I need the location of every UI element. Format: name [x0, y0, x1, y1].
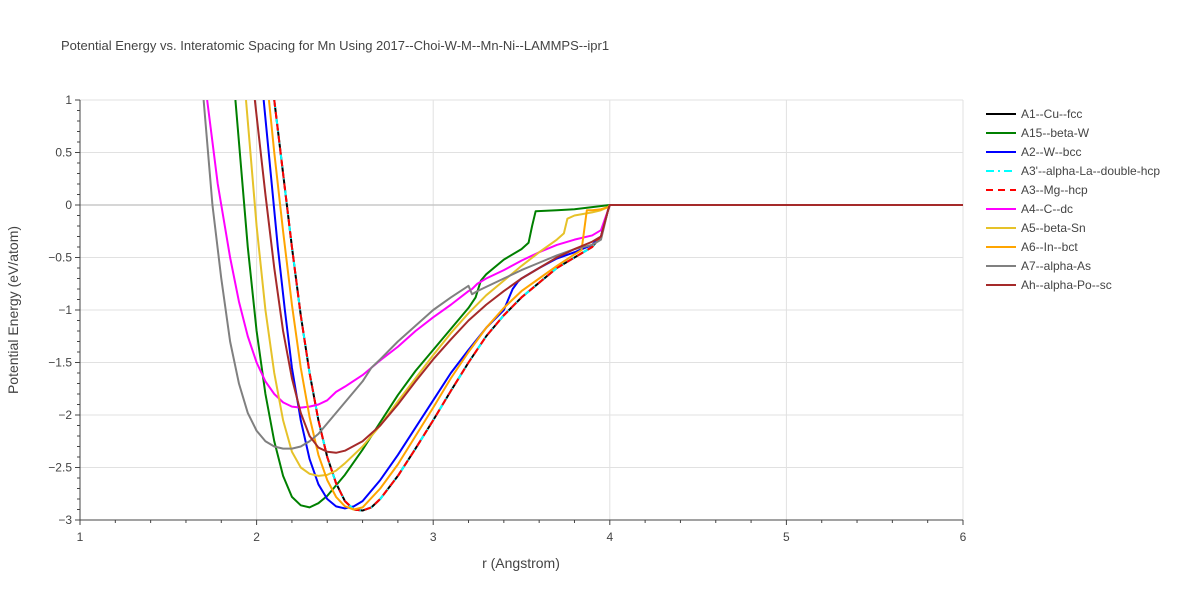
legend-item[interactable]: A5--beta-Sn [986, 221, 1086, 235]
series-line-7 [245, 100, 963, 477]
legend-item[interactable]: A3'--alpha-La--double-hcp [986, 164, 1160, 178]
legend-label: Ah--alpha-Po--sc [1021, 278, 1112, 292]
legend-item[interactable]: A3--Mg--hcp [986, 183, 1088, 197]
x-tick-label: 3 [430, 530, 437, 544]
legend-label: A7--alpha-As [1021, 259, 1091, 273]
y-tick-label: 1 [65, 93, 72, 107]
x-tick-label: 1 [77, 530, 84, 544]
series-line-2 [234, 100, 963, 509]
series-line-6 [206, 100, 963, 409]
y-tick-label: −2 [58, 408, 72, 422]
x-tick-label: 2 [253, 530, 260, 544]
y-tick-label: −2.5 [48, 461, 72, 475]
y-axis-title: Potential Energy (eV/atom) [5, 226, 21, 394]
legend-item[interactable]: A4--C--dc [986, 202, 1073, 216]
y-tick-label: −1 [58, 303, 72, 317]
legend-item[interactable]: A15--beta-W [986, 126, 1090, 140]
legend-label: A6--In--bct [1021, 240, 1078, 254]
legend-label: A15--beta-W [1021, 126, 1090, 140]
legend[interactable]: A1--Cu--fcc A15--beta-W A2--W--bcc A3'--alp… [986, 107, 1160, 292]
legend-item[interactable]: A1--Cu--fcc [986, 107, 1082, 121]
series-lines [202, 100, 963, 512]
x-axis-title: r (Angstrom) [482, 555, 560, 571]
y-tick-label: 0 [65, 198, 72, 212]
legend-label: A3'--alpha-La--double-hcp [1021, 164, 1160, 178]
series-line-10 [253, 100, 963, 454]
x-tick-label: 4 [606, 530, 613, 544]
y-tick-label: −0.5 [48, 251, 72, 265]
series-line-8 [267, 100, 963, 511]
y-tick-label: −3 [58, 513, 72, 527]
legend-label: A5--beta-Sn [1021, 221, 1086, 235]
x-tick-label: 6 [960, 530, 967, 544]
y-tick-label: −1.5 [48, 356, 72, 370]
legend-item[interactable]: A7--alpha-As [986, 259, 1091, 273]
series-line-3 [262, 100, 963, 510]
series-line-5 [273, 100, 963, 512]
series-line-9 [202, 100, 963, 450]
x-tick-label: 5 [783, 530, 790, 544]
chart-title: Potential Energy vs. Interatomic Spacing… [61, 38, 609, 53]
legend-label: A2--W--bcc [1021, 145, 1081, 159]
legend-item[interactable]: A2--W--bcc [986, 145, 1081, 159]
legend-label: A4--C--dc [1021, 202, 1073, 216]
y-tick-label: 0.5 [55, 146, 72, 160]
legend-item[interactable]: A6--In--bct [986, 240, 1078, 254]
axes: 1 2 3 4 5 6 1 0.5 0 −0.5 −1 −1.5 −2 −2.5 −3 [48, 93, 966, 544]
legend-item[interactable]: Ah--alpha-Po--sc [986, 278, 1112, 292]
legend-label: A3--Mg--hcp [1021, 183, 1088, 197]
legend-label: A1--Cu--fcc [1021, 107, 1082, 121]
